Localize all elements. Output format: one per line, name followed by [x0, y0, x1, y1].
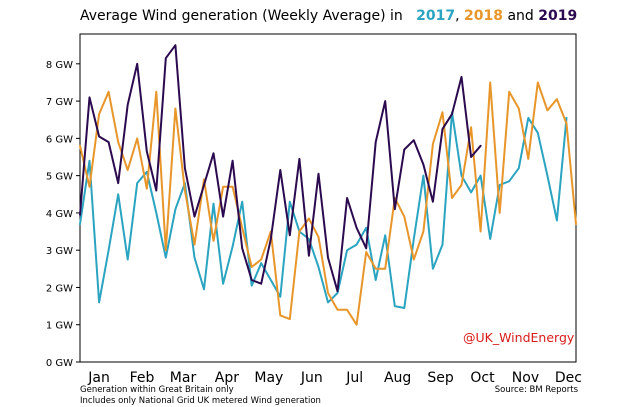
y-tick-label: 2 GW [46, 283, 73, 294]
title-year-2019: 2019 [538, 8, 578, 24]
footnote-line-1: Generation within Great Britain only [80, 385, 234, 395]
x-tick-label: Nov [512, 370, 539, 386]
watermark-handle: @UK_WindEnergy [463, 330, 575, 345]
title-and: and [507, 8, 534, 24]
x-tick-label: May [254, 370, 283, 386]
y-tick-label: 1 GW [46, 321, 73, 332]
x-tick-label: Jul [345, 370, 363, 386]
x-tick-label: Feb [130, 370, 155, 386]
source-note: Source: BM Reports [494, 385, 578, 395]
y-tick-label: 8 GW [46, 60, 73, 71]
x-tick-label: Sep [427, 370, 454, 386]
x-tick-label: Dec [555, 370, 582, 386]
y-tick-label: 6 GW [46, 134, 73, 145]
footnote: Generation within Great Britain only Inc… [80, 385, 321, 407]
y-tick-label: 4 GW [46, 209, 73, 220]
chart-title: Average Wind generation (Weekly Average)… [80, 8, 577, 24]
title-prefix: Average Wind generation (Weekly Average)… [80, 8, 403, 24]
footnote-line-2: Includes only National Grid UK metered W… [80, 396, 321, 406]
title-year-2017: 2017 [416, 8, 456, 24]
x-tick-label: Aug [384, 370, 411, 386]
title-separator: , [455, 8, 460, 24]
x-tick-label: Jan [87, 370, 110, 386]
series-line-2018 [79, 81, 577, 326]
series-line-2019 [79, 44, 482, 293]
series-line-2017 [79, 111, 568, 309]
x-tick-label: Mar [170, 370, 197, 386]
y-tick-label: 3 GW [46, 246, 73, 257]
y-tick-label: 5 GW [46, 172, 73, 183]
x-tick-label: Jun [300, 370, 323, 386]
y-tick-label: 7 GW [46, 97, 73, 108]
x-tick-label: Apr [215, 370, 239, 386]
title-year-2018: 2018 [464, 8, 503, 24]
x-tick-label: Oct [470, 370, 495, 386]
y-tick-label: 0 GW [46, 358, 73, 369]
plot-frame [79, 33, 577, 363]
